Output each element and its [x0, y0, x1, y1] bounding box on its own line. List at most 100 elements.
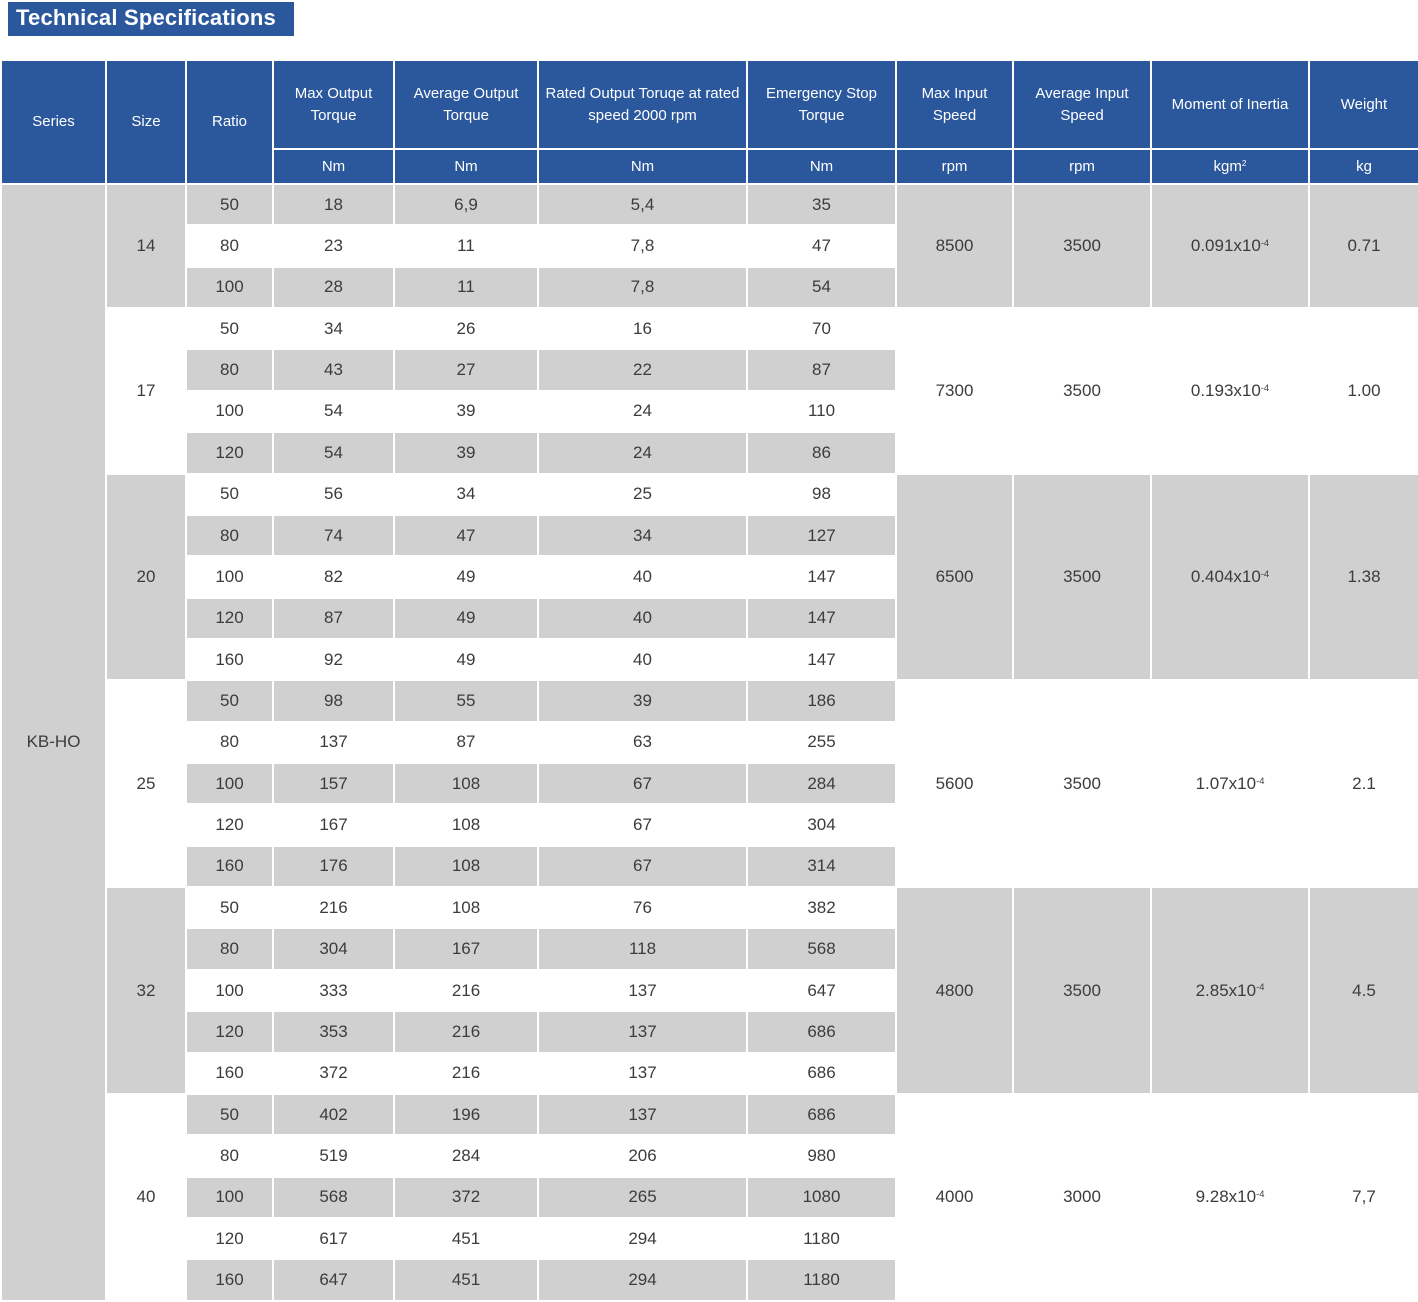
ratio-cell: 120 — [185, 1010, 274, 1054]
emergency-stop-torque-cell: 110 — [746, 389, 897, 434]
size-cell-14: 14 — [105, 182, 187, 310]
avg-output-torque-cell: 49 — [393, 596, 539, 640]
rated-output-torque-cell: 265 — [537, 1175, 748, 1219]
max-input-speed-cell: 8500 — [895, 182, 1014, 310]
spec-row: 120 617 451 294 1180 — [1, 1216, 1418, 1261]
rated-output-torque-cell: 16 — [537, 307, 748, 351]
emergency-stop-torque-cell: 314 — [746, 844, 897, 889]
spec-row: 120 54 39 24 86 — [1, 431, 1418, 475]
rated-output-torque-cell: 40 — [537, 637, 748, 682]
rated-output-torque-cell: 294 — [537, 1258, 748, 1302]
ratio-cell: 100 — [185, 265, 274, 310]
avg-output-torque-cell: 6,9 — [393, 182, 539, 227]
spec-row: KB-HO 14 50 18 6,9 5,4 35 8500 3500 0.091x10-4 0.7… — [0, 182, 1418, 1302]
rated-output-torque-cell: 137 — [537, 968, 748, 1013]
rated-output-torque-cell: 5,4 — [537, 182, 748, 227]
moment-of-inertia-cell: 0.404x10-4 — [1150, 472, 1310, 682]
emergency-stop-torque-cell: 304 — [746, 803, 897, 847]
ratio-cell: 100 — [185, 762, 274, 806]
avg-output-torque-cell: 451 — [393, 1258, 539, 1302]
emergency-stop-torque-cell: 86 — [746, 431, 897, 475]
avg-output-torque-cell: 372 — [393, 1175, 539, 1219]
max-output-torque-cell: 372 — [272, 1051, 395, 1095]
emergency-stop-torque-cell: 568 — [746, 927, 897, 971]
max-input-speed-cell: 6500 — [895, 472, 1014, 682]
weight-cell: 4.5 — [1308, 886, 1418, 1095]
avg-output-torque-cell: 34 — [393, 472, 539, 516]
ratio-cell: 80 — [185, 513, 274, 558]
ratio-cell: 80 — [185, 1134, 274, 1178]
emergency-stop-torque-cell: 98 — [746, 472, 897, 516]
weight-cell: 1.38 — [1308, 472, 1418, 682]
emergency-stop-torque-cell: 980 — [746, 1134, 897, 1178]
avg-output-torque-cell: 49 — [393, 637, 539, 682]
max-output-torque-cell: 304 — [272, 927, 395, 971]
emergency-stop-torque-cell: 647 — [746, 968, 897, 1013]
rated-output-torque-cell: 25 — [537, 472, 748, 516]
emergency-stop-torque-cell: 1180 — [746, 1216, 897, 1261]
max-output-torque-cell: 43 — [272, 348, 395, 392]
avg-input-speed-cell: 3500 — [1012, 307, 1152, 475]
emergency-stop-torque-cell: 147 — [746, 637, 897, 682]
header-average-output-torque: Average Output Torque — [393, 59, 539, 150]
emergency-stop-torque-cell: 686 — [746, 1051, 897, 1095]
max-output-torque-cell: 402 — [272, 1092, 395, 1137]
ratio-cell: 80 — [185, 720, 274, 765]
max-output-torque-cell: 54 — [272, 431, 395, 475]
ratio-cell: 50 — [185, 472, 274, 516]
weight-cell: 7,7 — [1308, 1092, 1418, 1302]
emergency-stop-torque-cell: 686 — [746, 1092, 897, 1137]
avg-output-torque-cell: 47 — [393, 513, 539, 558]
max-output-torque-cell: 353 — [272, 1010, 395, 1054]
max-output-torque-cell: 216 — [272, 886, 395, 930]
avg-output-torque-cell: 87 — [393, 720, 539, 765]
avg-output-torque-cell: 55 — [393, 679, 539, 723]
max-output-torque-cell: 568 — [272, 1175, 395, 1219]
emergency-stop-torque-cell: 147 — [746, 596, 897, 640]
ratio-cell: 100 — [185, 555, 274, 599]
ratio-cell: 50 — [185, 307, 274, 351]
max-output-torque-cell: 617 — [272, 1216, 395, 1261]
rated-output-torque-cell: 24 — [537, 389, 748, 434]
emergency-stop-torque-cell: 186 — [746, 679, 897, 723]
max-output-torque-cell: 74 — [272, 513, 395, 558]
ratio-cell: 50 — [185, 679, 274, 723]
rated-output-torque-cell: 137 — [537, 1010, 748, 1054]
header-size: Size — [105, 59, 187, 185]
avg-input-speed-cell: 3000 — [1012, 1092, 1152, 1302]
ratio-cell: 100 — [185, 389, 274, 434]
max-output-torque-cell: 137 — [272, 720, 395, 765]
ratio-cell: 80 — [185, 927, 274, 971]
header-emergency-stop-torque: Emergency Stop Torque — [746, 59, 897, 150]
ratio-cell: 120 — [185, 803, 274, 847]
ratio-cell: 160 — [185, 1258, 274, 1302]
max-output-torque-cell: 167 — [272, 803, 395, 847]
unit-max-output-torque: Nm — [272, 148, 395, 185]
rated-output-torque-cell: 137 — [537, 1051, 748, 1095]
ratio-cell: 50 — [185, 1092, 274, 1137]
ratio-cell: 120 — [185, 1216, 274, 1261]
max-input-speed-cell: 7300 — [895, 307, 1014, 475]
avg-output-torque-cell: 108 — [393, 886, 539, 930]
max-output-torque-cell: 98 — [272, 679, 395, 723]
spec-row: 20 50 56 34 25 98 6500 3500 0.404x10-4 1.38 — [1, 472, 1418, 682]
moment-of-inertia-cell: 9.28x10-4 — [1150, 1092, 1310, 1302]
max-output-torque-cell: 519 — [272, 1134, 395, 1178]
emergency-stop-torque-cell: 1180 — [746, 1258, 897, 1302]
unit-moment-of-inertia: kgm2 — [1150, 148, 1310, 185]
avg-output-torque-cell: 451 — [393, 1216, 539, 1261]
max-output-torque-cell: 82 — [272, 555, 395, 599]
emergency-stop-torque-cell: 35 — [746, 182, 897, 227]
max-input-speed-cell: 4000 — [895, 1092, 1014, 1302]
rated-output-torque-cell: 294 — [537, 1216, 748, 1261]
rated-output-torque-cell: 67 — [537, 762, 748, 806]
spec-row: 80 74 47 34 127 — [1, 513, 1418, 558]
avg-input-speed-cell: 3500 — [1012, 679, 1152, 889]
ratio-cell: 50 — [185, 182, 274, 227]
emergency-stop-torque-cell: 147 — [746, 555, 897, 599]
emergency-stop-torque-cell: 47 — [746, 224, 897, 268]
spec-row: 160 176 108 67 314 — [1, 844, 1418, 889]
max-input-speed-cell: 5600 — [895, 679, 1014, 889]
spec-row: 80 23 11 7,8 47 — [1, 224, 1418, 268]
